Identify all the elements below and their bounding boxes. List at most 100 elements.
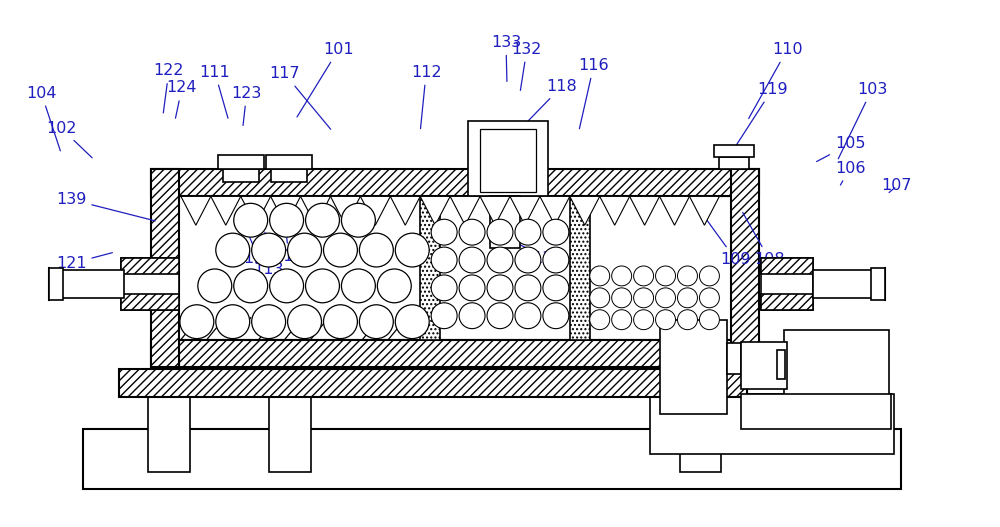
- Polygon shape: [480, 197, 510, 225]
- Text: 109: 109: [695, 204, 751, 267]
- Circle shape: [234, 203, 268, 237]
- Circle shape: [515, 303, 541, 329]
- Circle shape: [359, 305, 393, 339]
- Text: 139: 139: [56, 192, 155, 221]
- Bar: [871, 268, 885, 300]
- Polygon shape: [660, 197, 689, 225]
- Bar: [570, 197, 590, 339]
- Circle shape: [252, 233, 286, 267]
- Polygon shape: [330, 197, 360, 225]
- Bar: [83, 429, 901, 489]
- Polygon shape: [271, 197, 301, 225]
- Bar: [761, 258, 813, 310]
- Circle shape: [377, 269, 411, 303]
- Polygon shape: [360, 197, 390, 225]
- Circle shape: [543, 275, 569, 301]
- Polygon shape: [540, 197, 570, 225]
- Circle shape: [395, 305, 429, 339]
- Polygon shape: [510, 197, 540, 225]
- Circle shape: [515, 247, 541, 273]
- Circle shape: [678, 266, 697, 286]
- Bar: [271, 169, 307, 182]
- Circle shape: [634, 266, 654, 286]
- Text: 113: 113: [253, 232, 284, 277]
- Text: 107: 107: [882, 179, 912, 193]
- Circle shape: [656, 288, 676, 308]
- Text: 116: 116: [578, 58, 609, 129]
- Text: 111: 111: [199, 65, 230, 118]
- Circle shape: [431, 303, 457, 329]
- Circle shape: [270, 203, 304, 237]
- Bar: [151, 169, 759, 197]
- Circle shape: [612, 266, 632, 286]
- Circle shape: [459, 275, 485, 301]
- Circle shape: [487, 247, 513, 273]
- Bar: [741, 341, 787, 389]
- Circle shape: [288, 305, 321, 339]
- Text: 124: 124: [167, 81, 197, 118]
- Bar: [121, 258, 179, 310]
- Text: 131: 131: [491, 231, 563, 266]
- Polygon shape: [241, 197, 271, 225]
- Circle shape: [699, 266, 719, 286]
- Bar: [480, 129, 536, 192]
- Circle shape: [341, 269, 375, 303]
- Circle shape: [341, 203, 375, 237]
- Circle shape: [306, 269, 339, 303]
- Circle shape: [459, 219, 485, 245]
- Text: 103: 103: [838, 82, 887, 159]
- Bar: [49, 268, 63, 300]
- Circle shape: [612, 288, 632, 308]
- Polygon shape: [390, 197, 420, 225]
- Bar: [741, 394, 891, 429]
- Bar: [490, 197, 520, 248]
- Bar: [266, 154, 312, 169]
- Circle shape: [270, 269, 304, 303]
- Bar: [660, 320, 727, 414]
- Circle shape: [699, 310, 719, 330]
- Text: 123: 123: [232, 85, 262, 125]
- Text: 118: 118: [520, 79, 577, 130]
- Polygon shape: [570, 197, 600, 225]
- Text: 121: 121: [56, 252, 112, 271]
- Bar: [731, 169, 759, 367]
- Text: 117: 117: [269, 66, 331, 129]
- Circle shape: [288, 233, 321, 267]
- Circle shape: [515, 219, 541, 245]
- Circle shape: [656, 310, 676, 330]
- Text: 101: 101: [297, 42, 354, 117]
- Text: 102: 102: [46, 121, 92, 158]
- Polygon shape: [600, 197, 630, 225]
- Text: 132: 132: [512, 42, 542, 91]
- Polygon shape: [301, 197, 330, 225]
- Text: 114: 114: [243, 228, 274, 266]
- Polygon shape: [689, 197, 719, 225]
- Circle shape: [656, 266, 676, 286]
- Circle shape: [431, 275, 457, 301]
- Circle shape: [431, 247, 457, 273]
- Text: 105: 105: [817, 136, 865, 162]
- Bar: [151, 339, 759, 367]
- Bar: [148, 397, 190, 472]
- Circle shape: [431, 219, 457, 245]
- Text: 133: 133: [491, 35, 521, 82]
- Circle shape: [198, 269, 232, 303]
- Circle shape: [459, 303, 485, 329]
- Bar: [719, 157, 749, 169]
- Circle shape: [216, 233, 250, 267]
- Bar: [151, 169, 179, 367]
- Bar: [714, 144, 754, 157]
- Polygon shape: [420, 197, 450, 225]
- Circle shape: [323, 305, 357, 339]
- Bar: [813, 270, 873, 298]
- Circle shape: [678, 288, 697, 308]
- Text: 122: 122: [154, 63, 184, 113]
- Circle shape: [395, 233, 429, 267]
- Bar: [420, 197, 440, 339]
- Circle shape: [487, 303, 513, 329]
- Circle shape: [487, 275, 513, 301]
- Circle shape: [678, 310, 697, 330]
- Text: 112: 112: [411, 65, 442, 129]
- Bar: [269, 397, 311, 472]
- Text: 115: 115: [273, 229, 304, 264]
